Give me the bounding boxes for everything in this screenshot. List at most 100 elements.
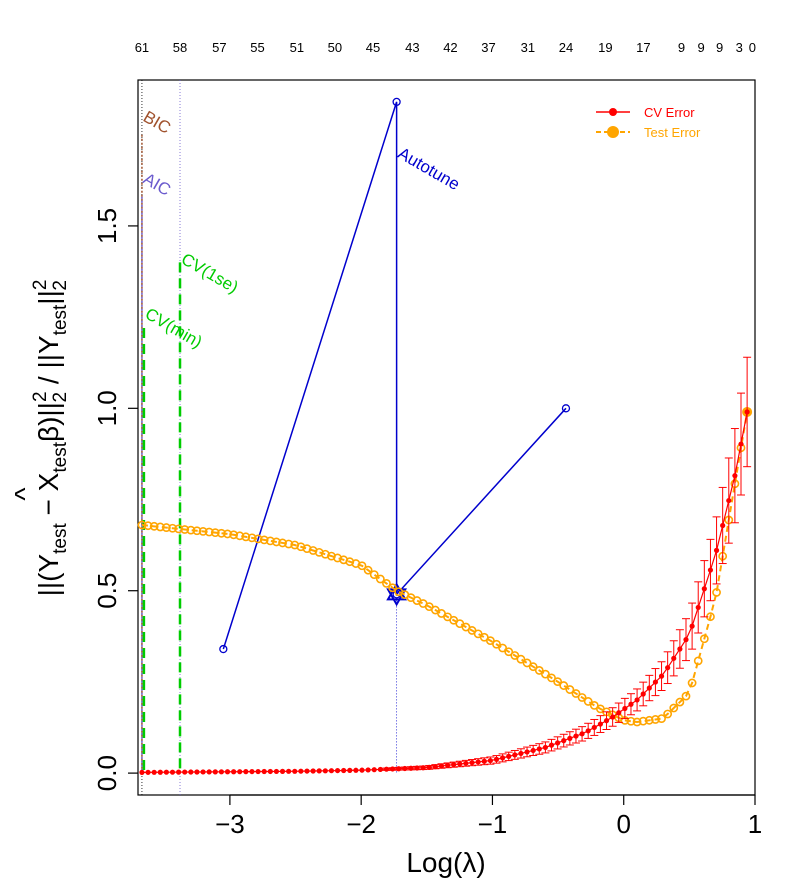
test-error-point [699, 634, 709, 644]
cv-error-point [347, 767, 353, 773]
cv-error-point [414, 765, 420, 771]
top-axis-label: 58 [173, 40, 187, 55]
cv-error-point [652, 679, 659, 685]
cv-error-point [610, 714, 616, 720]
series-test-error [137, 406, 753, 727]
autotune-point [392, 97, 401, 107]
cv-error-point [738, 441, 744, 447]
top-axis: 61 58 57 55 51 50 45 43 42 37 31 24 19 17 9 9 9 3 0 [135, 40, 756, 55]
test-error-point [644, 715, 654, 725]
cv-error-point [475, 759, 481, 765]
cv-error-point [646, 685, 652, 691]
test-error-point [534, 666, 544, 675]
cv-error-point [530, 747, 536, 754]
cv-error-point [359, 767, 365, 773]
test-error-point [369, 570, 379, 579]
cv-error-point [304, 768, 310, 774]
cv-error-point [567, 735, 573, 741]
cv-error-point [292, 768, 298, 774]
axes: −3 −2 −1 0 1 0.0 0.5 1.0 1.5 [92, 208, 762, 839]
cv-error-point [206, 769, 212, 775]
cv-error-point [720, 522, 726, 529]
cv-error-point [463, 760, 469, 766]
cv-error-point [255, 768, 261, 775]
autotune-path [219, 97, 571, 654]
test-error-point [669, 703, 679, 713]
x-tick-label: −2 [346, 809, 376, 839]
cv-error-point [408, 765, 414, 771]
cv-error-point [451, 762, 457, 768]
cv-error-point [261, 768, 267, 775]
cv-error-point [561, 738, 567, 744]
cv-error-point [524, 749, 530, 755]
test-error-point [284, 539, 294, 549]
cv-error-point [542, 744, 548, 751]
cv-error-point [512, 752, 518, 758]
cv-error-point [701, 586, 707, 592]
top-axis-label: 31 [521, 40, 535, 55]
test-error-point [693, 656, 703, 666]
legend-cv-marker [609, 108, 617, 116]
test-error-point [540, 669, 550, 679]
test-error-point [259, 535, 269, 545]
cv-error-point [707, 567, 714, 573]
test-error-point [516, 654, 526, 664]
cv-error-point [573, 733, 579, 739]
test-error-point [522, 658, 532, 668]
cv-error-point [726, 497, 732, 504]
cv-error-point [622, 705, 628, 712]
cv-error-point [316, 768, 322, 774]
y-tick-label: 1.0 [92, 390, 122, 426]
cv-error-point [163, 769, 169, 775]
cv-error-point [487, 757, 493, 764]
cv-error-point [591, 724, 597, 731]
cv-error-point [640, 691, 646, 697]
y-tick-label: 1.5 [92, 208, 122, 244]
legend-test-marker [607, 126, 619, 138]
svg-text:||(Ytest − Xtestβ)||22 / ||Yte: ||(Ytest − Xtestβ)||22 / ||Ytest||22 [30, 280, 71, 597]
test-error-point [241, 532, 251, 542]
cv-error-point [732, 473, 738, 479]
cv-error-point [279, 768, 286, 774]
cv-error-point [402, 765, 408, 772]
cv-error-point [585, 728, 591, 734]
method-annotations: BIC AIC CV(min) CV(1se) Autotune [140, 107, 463, 352]
test-error-point [577, 693, 587, 702]
test-error-point [217, 528, 226, 538]
cv-error-point [182, 769, 188, 775]
top-axis-label: 17 [636, 40, 650, 55]
test-error-point [632, 717, 642, 727]
legend-cv-label: CV Error [644, 105, 695, 120]
test-error-point [583, 697, 593, 706]
cv-error-point [555, 740, 561, 746]
cv-error-point [548, 742, 555, 748]
label-autotune: Autotune [395, 144, 463, 194]
test-error-point [137, 520, 147, 530]
top-axis-label: 9 [698, 40, 705, 55]
cv-error-point [188, 769, 194, 775]
cv-error-point [396, 766, 402, 772]
label-bic: BIC [140, 107, 174, 138]
cv-error-point [634, 697, 640, 703]
test-error-point [180, 525, 190, 534]
top-axis-label: 51 [290, 40, 304, 55]
cv-error-point [145, 769, 151, 775]
top-axis-label: 57 [212, 40, 226, 55]
cv-error-point [628, 701, 634, 707]
cv-error-point [432, 764, 438, 770]
test-error-point [712, 588, 721, 597]
y-axis-title: ||(Ytest − Xtestβ)||22 / ||Ytest||22 ^ [9, 280, 71, 597]
test-error-point [553, 677, 563, 687]
test-error-point [223, 529, 232, 539]
cv-error-point [616, 710, 622, 716]
cv-error-point [603, 718, 610, 724]
test-error-point [687, 678, 697, 688]
test-error-point [192, 526, 202, 536]
cv-error-point [286, 768, 292, 774]
cv-error-point [231, 769, 237, 775]
cv-error-point [469, 760, 475, 766]
cv-error-point [218, 769, 225, 775]
cv-error-point [500, 755, 506, 761]
top-axis-label: 45 [366, 40, 380, 55]
